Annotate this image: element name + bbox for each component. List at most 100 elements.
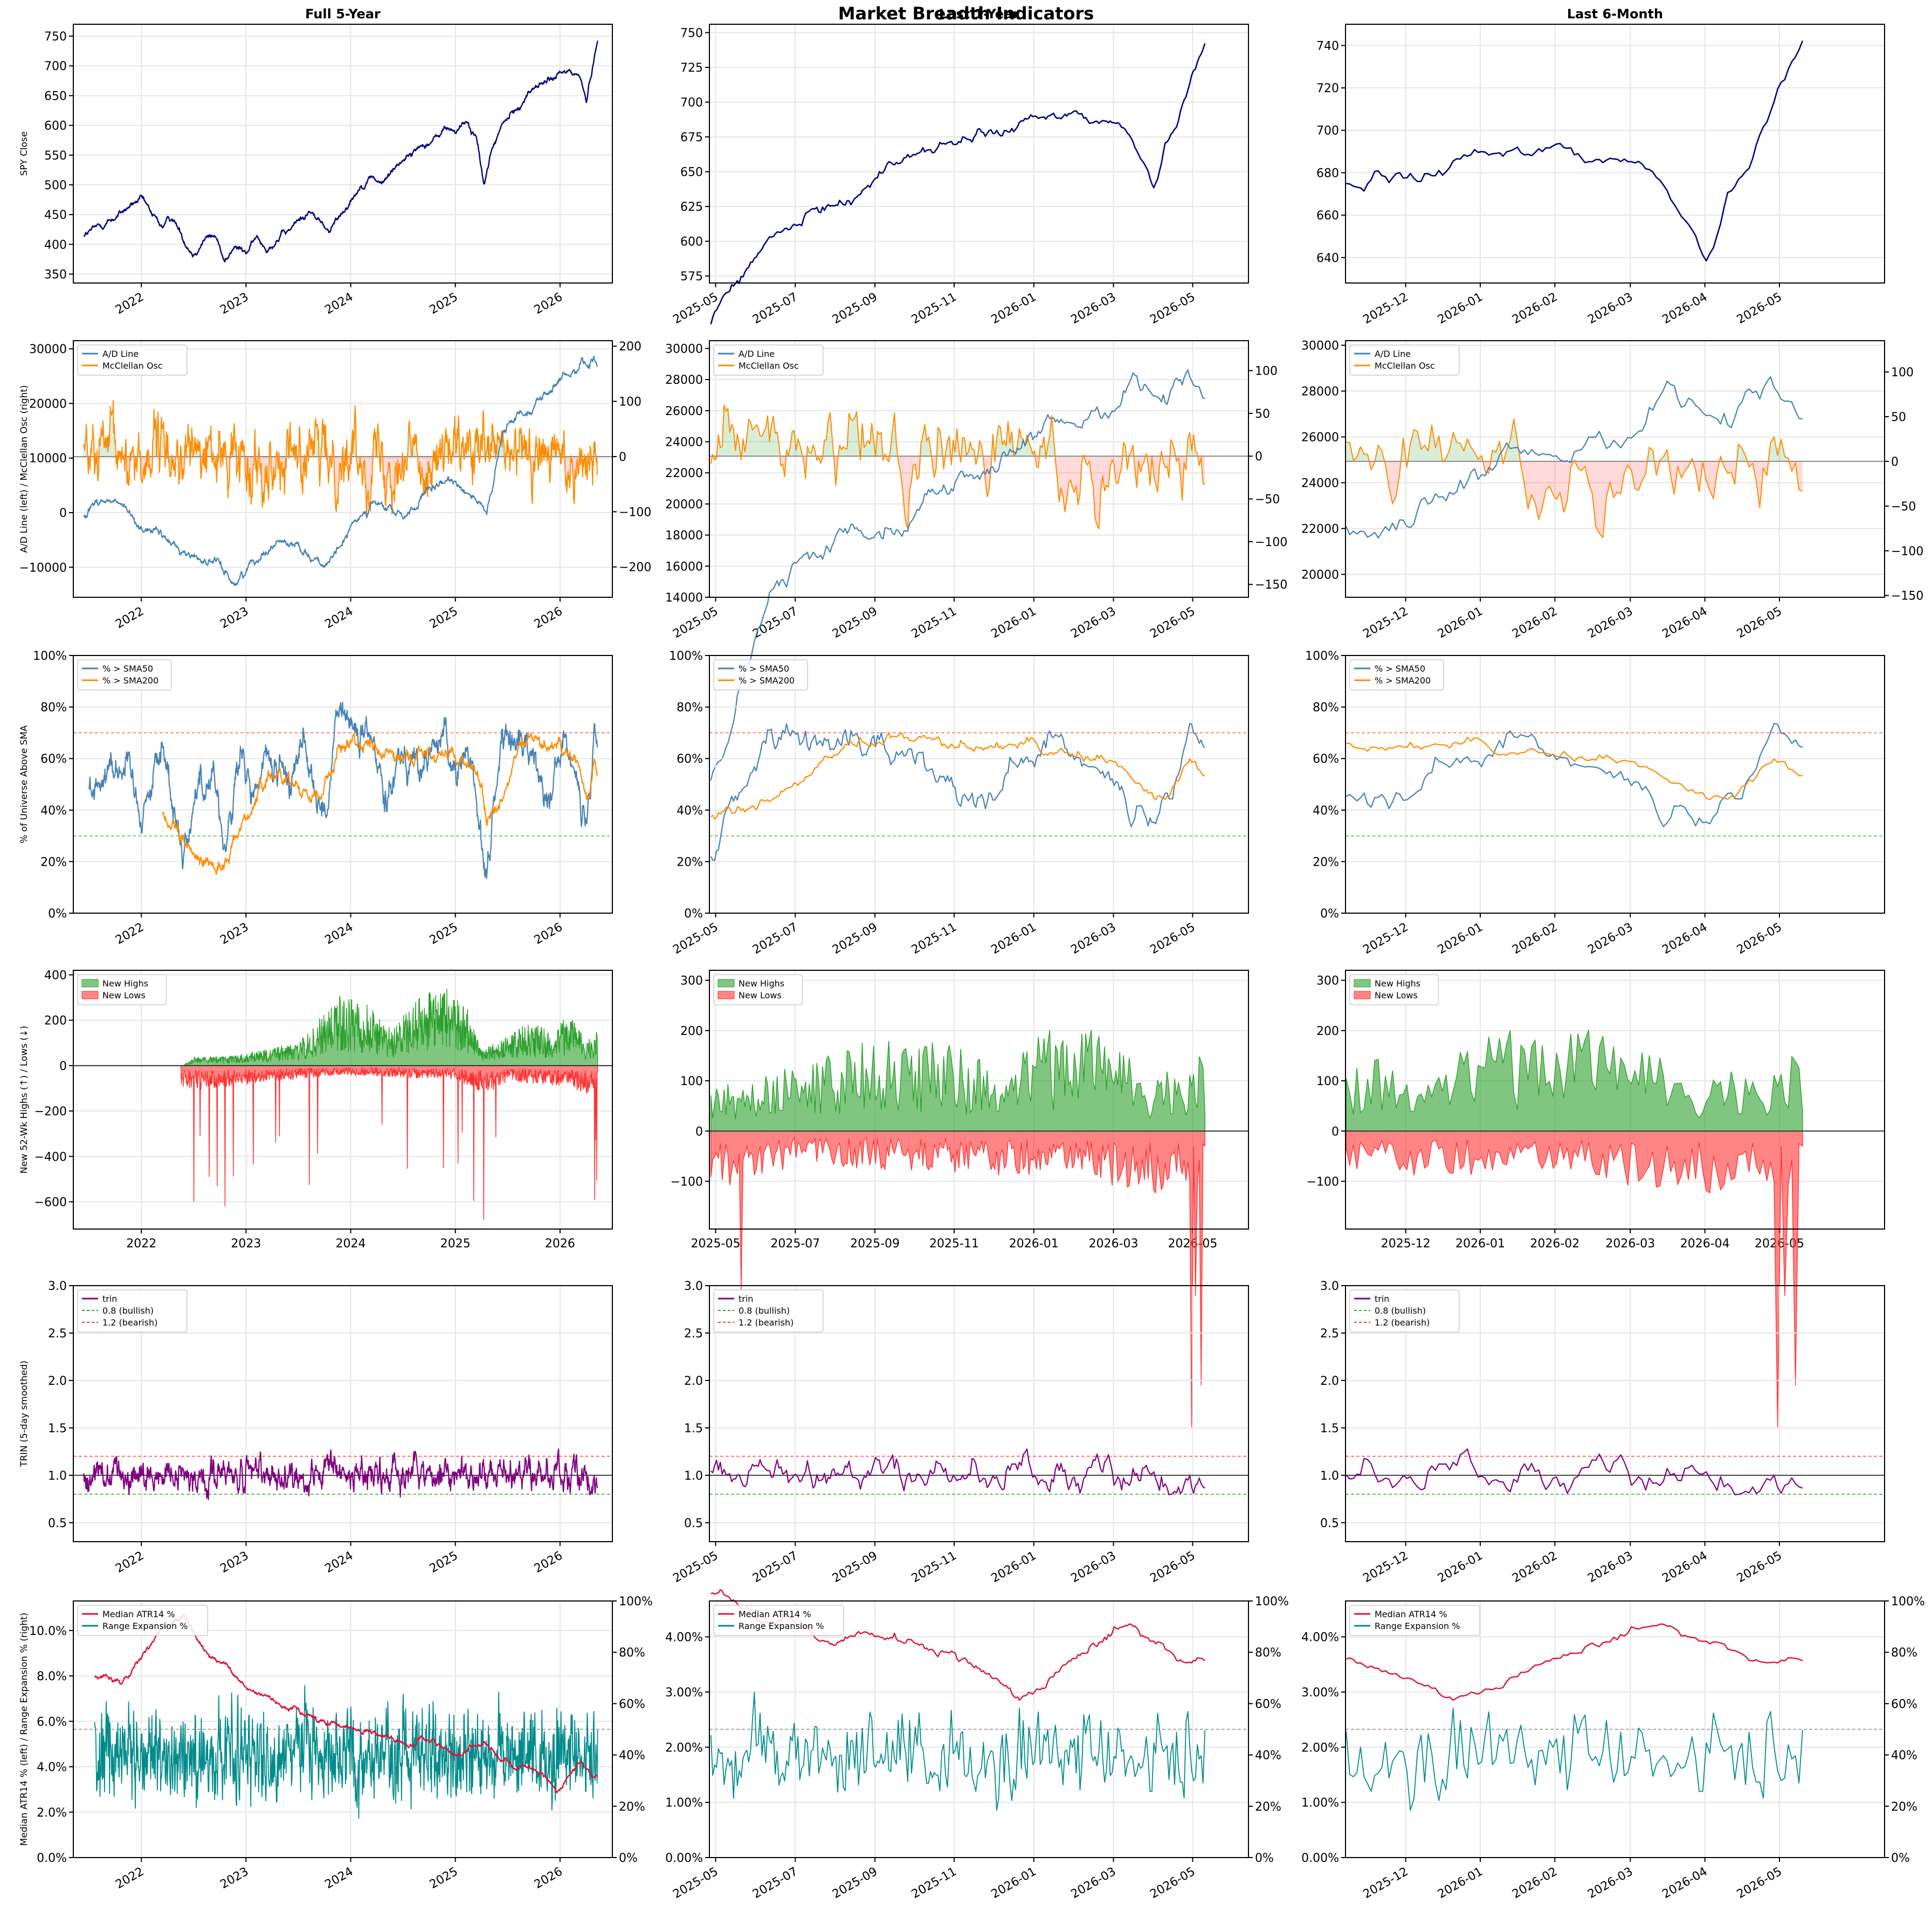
legend: Median ATR14 % Range Expansion % [713,1605,844,1636]
mcclellan-negative-fill [391,456,393,501]
mcclellan-positive-fill [1770,437,1774,461]
mcclellan-positive-fill [453,429,456,457]
tick-label: 22000 [665,467,703,480]
tick-label: −150 [1891,590,1923,603]
tick-label: 30000 [1301,340,1339,353]
legend-label: % > SMA50 [1375,664,1425,674]
tick-label: 2025-11 [909,605,959,641]
mcclellan-negative-fill [1617,461,1621,494]
mcclellan-positive-fill [1413,429,1418,461]
legend: Median ATR14 % Range Expansion % [77,1605,208,1636]
tick-label: 2025-11 [909,1865,959,1902]
legend-label: A/D Line [1375,349,1411,359]
mcclellan-positive-fill [792,430,795,457]
legend-label: trin [102,1294,117,1304]
left-y-axis: 0.00% 1.00% 2.00% 3.00% 4.00% [1301,1631,1885,1865]
mcclellan-negative-fill [397,456,399,467]
mcclellan-negative-fill [1552,461,1557,500]
tick-label: 2025-11 [929,1237,979,1251]
tick-label: 2022 [113,605,146,632]
tick-label: 20% [1891,1800,1917,1814]
mcclellan-positive-fill [321,430,323,457]
mcclellan-positive-fill [927,437,929,457]
right-y-axis: 0% 20% 40% 60% 80% 100% [612,1595,653,1865]
tick-label: 60% [619,1697,645,1711]
tick-label: 0% [619,1852,638,1865]
new-lows-area [710,1130,1205,1428]
tick-label: 0% [684,907,703,921]
tick-label: 20000 [1301,569,1339,582]
spy-close-line [710,43,1206,325]
mcclellan-negative-fill [430,456,432,473]
tick-label: 2026-02 [1510,605,1560,641]
tick-label: 750 [44,30,67,44]
tick-label: 100% [669,650,703,663]
legend-box [713,659,808,691]
tick-label: 2026-03 [1585,605,1635,641]
mcclellan-positive-fill [938,427,940,457]
mcclellan-positive-fill [446,442,448,457]
legend-label: % > SMA200 [739,675,795,686]
tick-label: 2025-05 [671,291,720,327]
legend-box [77,344,188,376]
axes-frame [73,24,613,284]
mcclellan-positive-fill [864,445,866,457]
tick-label: 2025 [427,291,460,318]
mcclellan-negative-fill [1074,456,1077,493]
legend-label: % > SMA50 [102,664,153,674]
tick-label: 200 [680,1025,703,1038]
mcclellan-positive-fill [1784,456,1789,461]
range-expansion-line [94,1685,598,1819]
mcclellan-negative-fill [1076,456,1078,505]
legend-box [1349,344,1460,376]
tick-label: 100 [1316,1075,1339,1088]
mcclellan-positive-fill [754,424,756,457]
tick-label: 2026-03 [1585,1549,1635,1586]
right-y-axis: 0% 20% 40% 60% 80% 100% [1885,1595,1925,1865]
legend-label: 0.8 (bullish) [739,1306,790,1316]
legend-label: 1.2 (bearish) [102,1317,157,1328]
ad-line [1346,376,1803,539]
legend-label: 0.8 (bullish) [1375,1306,1426,1316]
tick-label: 400 [44,969,67,982]
tick-label: 2026-01 [1455,1237,1505,1251]
tick-label: 100% [1255,1595,1289,1609]
legend-box [77,974,167,1005]
tick-label: 100% [1891,1595,1925,1609]
legend-label: 0.8 (bullish) [102,1306,154,1316]
tick-label: 2026-01 [1436,605,1485,641]
axes-frame [709,24,1249,284]
legend-box [77,659,172,691]
tick-label: 60% [677,753,703,766]
mcclellan-negative-fill [392,456,395,492]
mcclellan-positive-fill [892,413,895,457]
x-axis: 2025-12 2026-01 2026-02 2026-03 2026-04 2026-… [1361,1601,1784,1901]
mcclellan-positive-fill [1450,432,1453,461]
tick-label: 2026-01 [1436,1865,1485,1902]
tick-label: 2025 [427,605,460,632]
legend-box [713,344,824,376]
tick-label: 60% [1313,753,1339,766]
tick-label: 2025 [427,1549,460,1576]
legend-label: trin [1375,1294,1389,1304]
tick-label: 1.0 [48,1469,67,1483]
mcclellan-positive-fill [849,413,851,457]
new-lows-area [1346,1130,1803,1428]
tick-label: 2026-03 [1068,921,1118,957]
mcclellan-negative-fill [987,456,989,497]
mcclellan-negative-fill [281,456,284,469]
tick-label: 660 [1316,209,1339,223]
legend-box [77,1605,208,1636]
x-axis: 2025-05 2025-07 2025-09 2025-11 2026-01 2026-… [671,24,1197,327]
mcclellan-positive-fill [845,448,847,457]
legend-swatch [1354,979,1371,988]
axes-frame [73,1285,613,1542]
tick-label: 40% [677,804,703,818]
column-title: Last 1-Year [939,6,1019,22]
legend-swatch [1354,991,1371,999]
tick-label: 400 [44,238,67,252]
x-axis: 2025-05 2025-07 2025-09 2025-11 2026-01 2026-… [671,655,1197,957]
tick-label: 2025-09 [830,921,880,957]
tick-label: 2026-03 [1585,291,1635,327]
